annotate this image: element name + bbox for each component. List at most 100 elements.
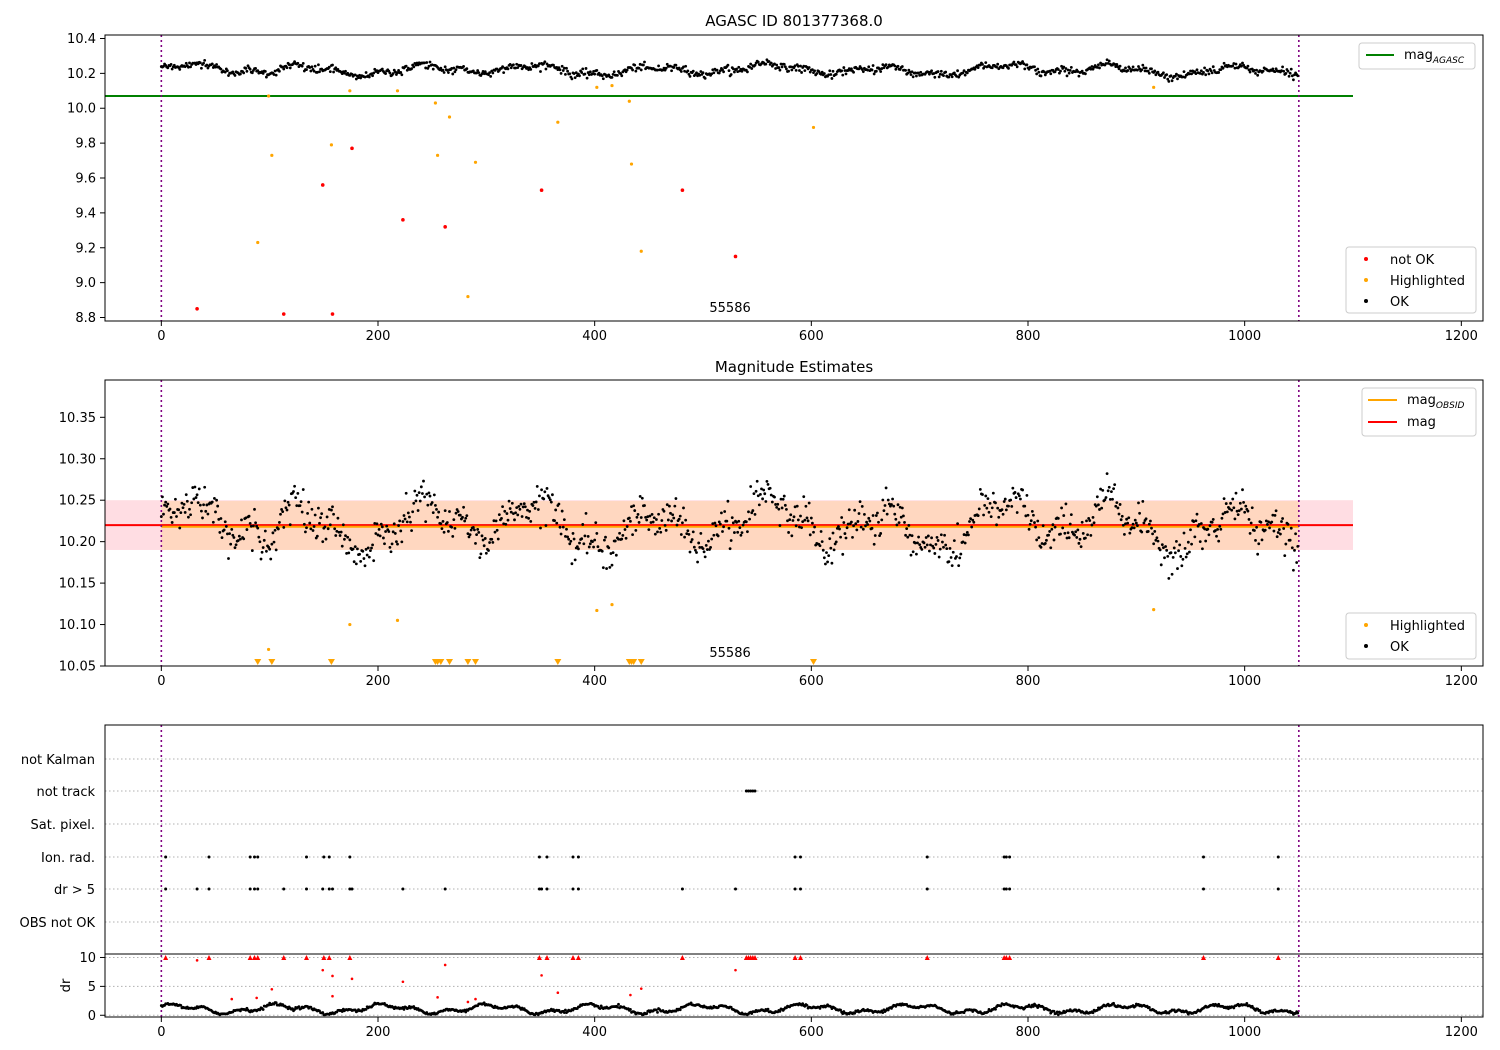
ok-point — [211, 520, 215, 524]
ok-point — [248, 521, 252, 525]
ok-point — [1114, 504, 1118, 508]
ok-point — [874, 69, 878, 73]
ok-point — [1032, 513, 1035, 517]
dr-outlier-point — [255, 996, 258, 1000]
flag-point — [327, 887, 331, 891]
ok-point — [327, 65, 331, 69]
ok-point — [1110, 490, 1113, 494]
ok-point — [569, 539, 573, 543]
ok-point — [675, 523, 679, 527]
ok-point — [832, 548, 836, 552]
ok-point — [880, 518, 884, 522]
dr-point — [839, 1008, 842, 1012]
ok-point — [976, 66, 980, 69]
ok-point — [840, 69, 844, 73]
flag-point — [799, 887, 802, 891]
ok-point — [630, 505, 633, 509]
ok-point — [1222, 497, 1226, 501]
ok-point — [170, 67, 174, 71]
ok-point — [769, 61, 773, 65]
ok-point — [204, 509, 208, 513]
legend-label-main: OK — [1390, 640, 1409, 655]
ok-point — [923, 545, 927, 549]
ok-point — [730, 516, 734, 520]
ok-point — [1105, 58, 1109, 62]
ok-point — [252, 524, 255, 528]
ok-point — [847, 508, 851, 512]
highlighted-point — [256, 240, 260, 245]
legend-label-main: mag — [1404, 48, 1433, 63]
flag-point — [545, 855, 549, 859]
ok-point — [1169, 74, 1173, 78]
ok-point — [853, 508, 857, 512]
legend-label: OK — [1390, 640, 1409, 655]
ok-point — [944, 543, 948, 547]
ok-point — [464, 516, 468, 520]
ok-point — [396, 71, 399, 75]
legend-label-main: OK — [1390, 295, 1409, 310]
ok-point — [388, 545, 392, 549]
ok-point — [841, 73, 845, 77]
ok-point — [976, 514, 980, 518]
ok-point — [443, 509, 447, 513]
ok-point — [518, 507, 522, 511]
ok-point — [918, 543, 922, 547]
ok-point — [886, 498, 890, 502]
flag-point — [248, 855, 252, 859]
ok-point — [1065, 536, 1069, 540]
ok-point — [1034, 68, 1037, 72]
ok-point — [1292, 78, 1295, 82]
ok-point — [1156, 539, 1160, 543]
ok-point — [1199, 69, 1203, 73]
dr-capped-marker — [924, 954, 930, 960]
ok-point — [1036, 519, 1040, 523]
ok-point — [749, 485, 753, 488]
ok-point — [657, 64, 660, 68]
flag-point — [571, 887, 575, 891]
ok-point — [428, 60, 432, 64]
ok-point — [202, 61, 205, 65]
ok-point — [1141, 500, 1145, 503]
ok-point — [393, 532, 397, 535]
ok-point — [431, 67, 435, 71]
highlighted-point — [1152, 608, 1156, 612]
ok-point — [739, 533, 743, 537]
ok-point — [846, 522, 850, 526]
ok-point — [713, 521, 717, 525]
ok-point — [437, 510, 441, 514]
ok-point — [1240, 507, 1243, 511]
ok-point — [545, 487, 549, 490]
ok-point — [412, 65, 416, 69]
ok-point — [415, 493, 419, 497]
ok-point — [964, 533, 968, 537]
highlighted-point — [329, 143, 334, 147]
ok-point — [557, 66, 561, 70]
ok-point — [691, 69, 695, 73]
flag-row-label: OBS not OK — [20, 916, 96, 931]
plot-area — [105, 725, 1483, 1017]
ok-point — [1166, 77, 1170, 81]
ok-point — [1166, 554, 1170, 558]
ok-point — [566, 69, 569, 73]
ok-point — [637, 66, 641, 70]
ok-point — [1150, 67, 1153, 71]
flag-point — [734, 887, 737, 891]
y-tick-label: 8.8 — [75, 311, 96, 326]
flag-point — [793, 855, 797, 859]
ok-point — [159, 515, 163, 519]
ok-point — [453, 70, 457, 74]
ok-point — [562, 66, 566, 70]
ok-point — [296, 61, 300, 65]
ok-point — [876, 511, 879, 515]
ok-point — [274, 73, 278, 77]
ok-point — [365, 553, 369, 557]
ok-point — [1167, 576, 1171, 580]
ok-point — [317, 63, 320, 67]
ok-point — [703, 555, 707, 559]
ok-point — [1137, 65, 1140, 68]
ok-point — [806, 519, 810, 523]
ok-point — [786, 519, 789, 523]
dr-point — [841, 1012, 845, 1015]
ok-point — [1248, 70, 1252, 74]
ok-point — [1259, 520, 1263, 524]
